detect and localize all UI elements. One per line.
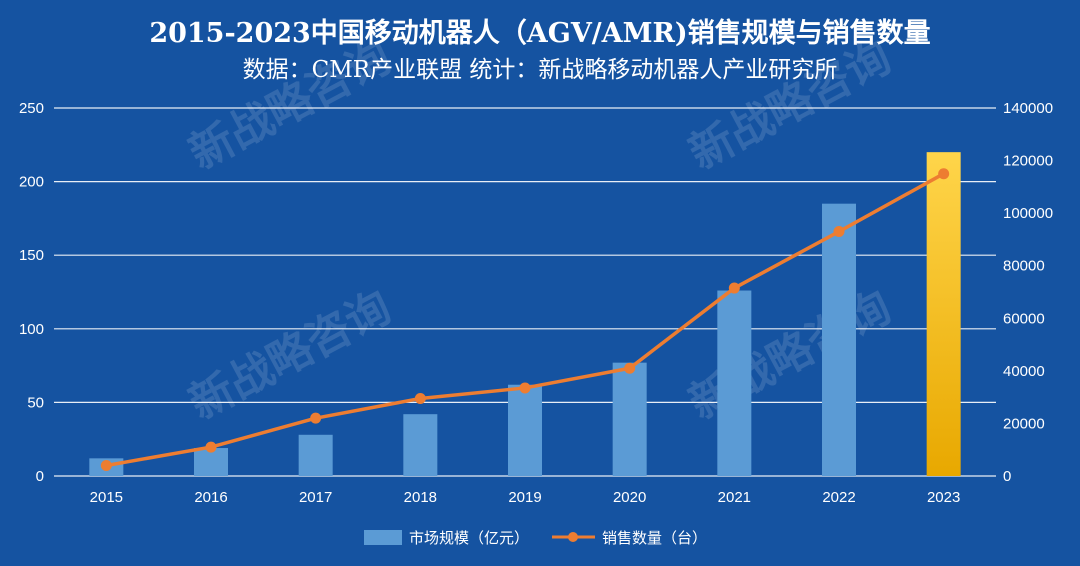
right-tick-label: 120000 bbox=[1003, 153, 1053, 170]
line-point bbox=[100, 459, 112, 471]
left-axis: 0 50 100 150 200 250 bbox=[19, 100, 44, 485]
right-tick-label: 80000 bbox=[1003, 258, 1045, 275]
right-tick-label: 20000 bbox=[1003, 415, 1045, 432]
x-tick-label: 2018 bbox=[404, 489, 437, 506]
line-point bbox=[728, 282, 740, 294]
legend-line-marker bbox=[568, 532, 578, 542]
line-point bbox=[519, 382, 531, 394]
line-series bbox=[100, 168, 950, 471]
legend-bar-swatch bbox=[364, 530, 402, 545]
bar bbox=[717, 290, 752, 476]
left-tick-label: 50 bbox=[27, 394, 44, 411]
line-point bbox=[833, 226, 845, 238]
right-tick-label: 140000 bbox=[1003, 100, 1053, 117]
watermark-text: 新战略咨询 bbox=[681, 31, 899, 179]
x-tick-label: 2023 bbox=[927, 489, 960, 506]
chart-title: 2015-2023中国移动机器人（AGV/AMR)销售规模与销售数量 bbox=[149, 17, 930, 49]
right-axis: 0 20000 40000 60000 80000 100000 120000 140000 bbox=[1003, 100, 1053, 485]
legend: 市场规模（亿元） 销售数量（台） bbox=[364, 530, 707, 547]
right-tick-label: 60000 bbox=[1003, 310, 1045, 327]
bar bbox=[194, 448, 228, 476]
bar bbox=[822, 203, 856, 476]
left-tick-label: 250 bbox=[19, 100, 44, 117]
line-point bbox=[624, 362, 636, 374]
bar bbox=[298, 434, 333, 476]
x-tick-label: 2020 bbox=[613, 489, 646, 506]
x-tick-label: 2015 bbox=[90, 489, 123, 506]
legend-line-label: 销售数量（台） bbox=[602, 530, 707, 547]
line-point bbox=[414, 392, 426, 404]
x-tick-label: 2016 bbox=[194, 489, 227, 506]
x-tick-label: 2019 bbox=[508, 489, 541, 506]
x-tick-label: 2017 bbox=[299, 489, 332, 506]
line-point bbox=[205, 441, 217, 453]
bar bbox=[612, 362, 647, 476]
x-tick-label: 2021 bbox=[718, 489, 751, 506]
right-tick-label: 100000 bbox=[1003, 205, 1053, 222]
line-point bbox=[310, 412, 322, 424]
legend-bar-label: 市场规模（亿元） bbox=[409, 530, 529, 547]
left-tick-label: 150 bbox=[19, 247, 44, 264]
x-axis: 2015 2016 2017 2018 2019 2020 2021 2022 2023 bbox=[90, 489, 961, 506]
left-tick-label: 100 bbox=[19, 321, 44, 338]
x-tick-label: 2022 bbox=[822, 489, 855, 506]
right-tick-label: 40000 bbox=[1003, 363, 1045, 380]
bar bbox=[926, 152, 961, 476]
bar-series bbox=[89, 152, 961, 476]
left-tick-label: 0 bbox=[36, 468, 44, 485]
bar bbox=[508, 384, 542, 476]
line-point bbox=[938, 168, 950, 180]
right-tick-label: 0 bbox=[1003, 468, 1011, 485]
chart-subtitle: 数据：CMR产业联盟 统计：新战略移动机器人产业研究所 bbox=[243, 57, 838, 83]
watermark-text: 新战略咨询 bbox=[181, 31, 399, 179]
bar bbox=[403, 414, 438, 476]
left-tick-label: 200 bbox=[19, 174, 44, 191]
